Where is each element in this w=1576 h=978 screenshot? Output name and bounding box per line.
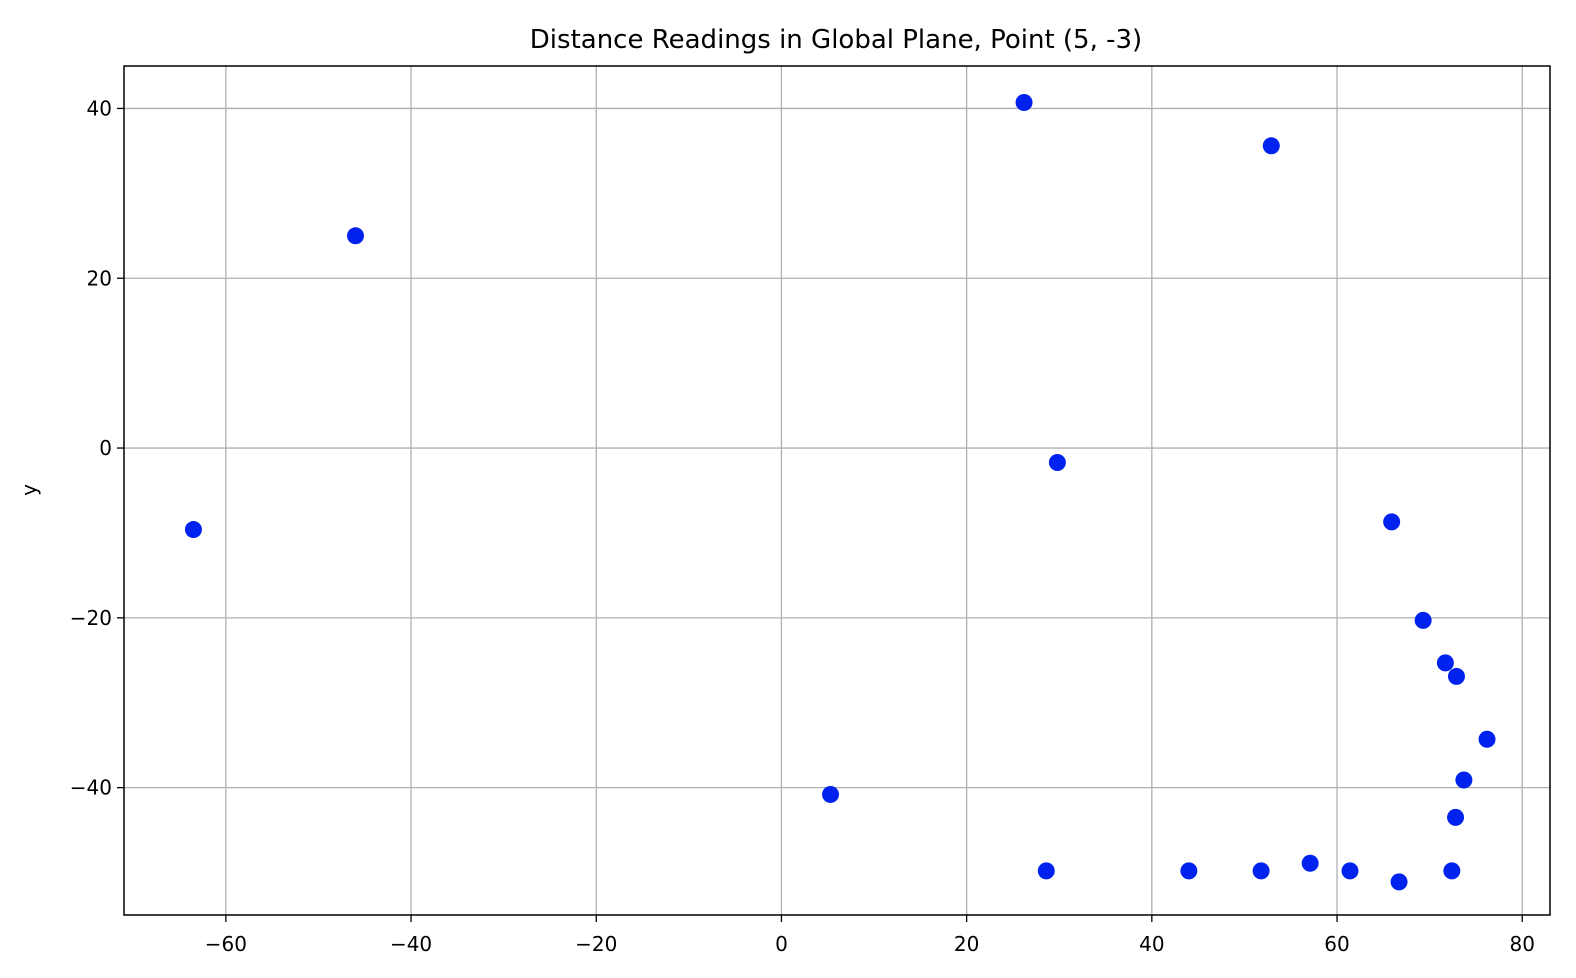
y-tick-label-1: −20 bbox=[70, 606, 112, 630]
data-point-10 bbox=[1341, 862, 1359, 880]
data-point-13 bbox=[1414, 611, 1432, 629]
data-point-0 bbox=[184, 521, 202, 539]
data-point-16 bbox=[1447, 808, 1465, 826]
plot-area-frame bbox=[123, 65, 1551, 916]
x-axis-ticks: −60 −40 −20 0 20 40 60 80 bbox=[205, 915, 1535, 956]
data-point-17 bbox=[1447, 667, 1465, 685]
x-tick-label-6: 60 bbox=[1324, 932, 1349, 956]
y-tick-label-0: −40 bbox=[70, 776, 112, 800]
data-points bbox=[184, 94, 1496, 891]
x-tick-label-2: −20 bbox=[575, 932, 617, 956]
x-tick-label-0: −60 bbox=[205, 932, 247, 956]
y-tick-label-3: 20 bbox=[87, 266, 112, 290]
y-tick-label-2: 0 bbox=[99, 436, 112, 460]
x-tick-label-5: 40 bbox=[1139, 932, 1164, 956]
data-point-5 bbox=[1048, 453, 1066, 471]
x-tick-label-3: 0 bbox=[775, 932, 788, 956]
x-tick-label-4: 20 bbox=[954, 932, 979, 956]
data-point-14 bbox=[1436, 654, 1454, 672]
data-point-19 bbox=[1478, 730, 1496, 748]
data-point-7 bbox=[1252, 862, 1270, 880]
data-point-18 bbox=[1455, 771, 1473, 789]
data-point-4 bbox=[1037, 862, 1055, 880]
data-point-9 bbox=[1301, 854, 1319, 872]
y-axis-ticks: −40 −20 0 20 40 bbox=[70, 96, 124, 800]
grid-lines bbox=[124, 66, 1550, 915]
data-point-8 bbox=[1262, 137, 1280, 155]
y-tick-label-4: 40 bbox=[87, 96, 112, 120]
chart-title: Distance Readings in Global Plane, Point… bbox=[530, 25, 1142, 55]
data-point-15 bbox=[1443, 862, 1461, 880]
x-tick-label-7: 80 bbox=[1509, 932, 1534, 956]
data-point-12 bbox=[1390, 873, 1408, 891]
data-point-2 bbox=[822, 785, 840, 803]
data-point-3 bbox=[1015, 94, 1033, 112]
data-point-11 bbox=[1383, 513, 1401, 531]
data-point-1 bbox=[346, 227, 364, 245]
data-point-6 bbox=[1180, 862, 1198, 880]
x-tick-label-1: −40 bbox=[390, 932, 432, 956]
y-axis-label: y bbox=[17, 484, 41, 496]
